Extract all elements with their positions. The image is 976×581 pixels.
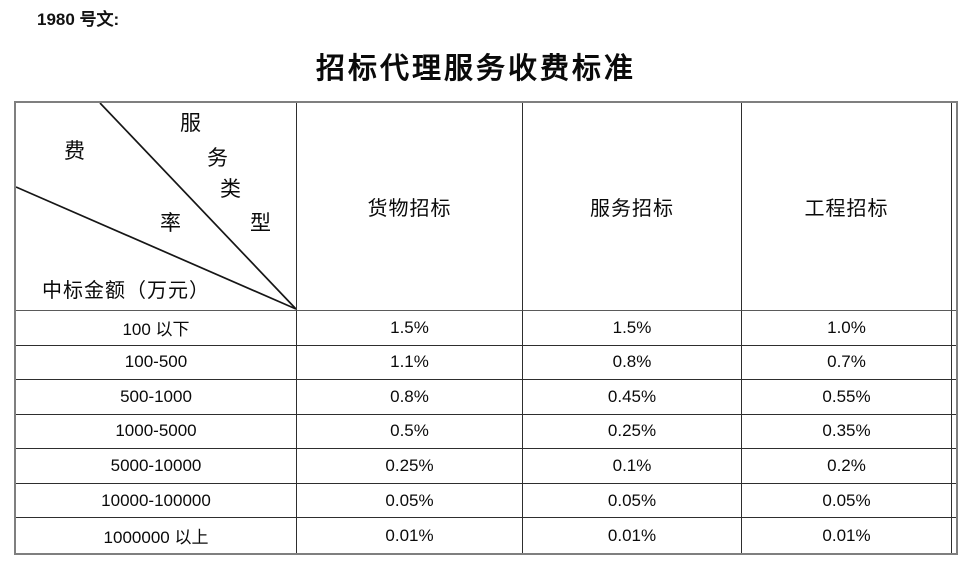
corner-char-xing: 型	[250, 211, 271, 235]
sliver-cell	[952, 346, 956, 381]
fee-value-cell: 1.0%	[742, 311, 952, 346]
corner-amount-label: 中标金额（万元）	[42, 280, 210, 302]
fee-value-cell: 1.1%	[297, 345, 523, 381]
row-label-cell: 100-500	[16, 345, 297, 381]
row-label-cell: 1000-5000	[16, 414, 297, 450]
doc-number: 1980 号文:	[37, 10, 120, 29]
column-header-service: 服务招标	[523, 103, 742, 311]
fee-value-cell: 0.01%	[297, 518, 523, 553]
row-label-cell: 500-1000	[16, 380, 297, 415]
fee-value-cell: 0.8%	[523, 345, 742, 381]
sliver-cell	[952, 518, 956, 553]
sliver-cell	[952, 484, 956, 519]
row-label-cell: 100 以下	[16, 311, 297, 346]
sliver-cell	[952, 449, 956, 484]
fee-value-cell: 0.8%	[297, 380, 523, 415]
fee-value-cell: 0.05%	[523, 483, 742, 519]
fee-value-cell: 0.05%	[742, 483, 952, 519]
sliver-cell	[952, 311, 956, 346]
fee-value-cell: 0.25%	[297, 449, 523, 484]
fee-value-cell: 1.5%	[523, 311, 742, 346]
row-label-cell: 1000000 以上	[16, 518, 297, 553]
sliver-cell	[952, 415, 956, 450]
corner-char-rate: 率	[160, 211, 181, 235]
fee-value-cell: 0.45%	[523, 380, 742, 415]
fee-value-cell: 1.5%	[297, 311, 523, 346]
corner-char-type: 类	[220, 177, 241, 201]
corner-char-service: 服	[180, 111, 201, 135]
fee-value-cell: 0.01%	[523, 518, 742, 553]
sliver-cell	[952, 380, 956, 415]
fee-value-cell: 0.2%	[742, 449, 952, 484]
corner-char-fee: 费	[64, 139, 85, 163]
row-label-cell: 10000-100000	[16, 483, 297, 519]
fee-value-cell: 0.05%	[297, 483, 523, 519]
fee-value-cell: 0.01%	[742, 518, 952, 553]
fee-value-cell: 0.25%	[523, 414, 742, 450]
fee-value-cell: 0.55%	[742, 380, 952, 415]
row-label-cell: 5000-10000	[16, 449, 297, 484]
fee-value-cell: 0.1%	[523, 449, 742, 484]
fee-value-cell: 0.35%	[742, 414, 952, 450]
table-corner-cell: 费 率 服 务 类 型 中标金额（万元）	[16, 103, 297, 311]
fee-value-cell: 0.5%	[297, 414, 523, 450]
diagonal-lines	[16, 103, 296, 310]
fee-value-cell: 0.7%	[742, 345, 952, 381]
corner-char-wu: 务	[207, 146, 228, 170]
sliver-cell	[952, 103, 956, 311]
column-header-engineering: 工程招标	[742, 103, 952, 311]
fee-table: 费 率 服 务 类 型 中标金额（万元） 货物招标 服务招标 工程招标 100 …	[14, 101, 958, 555]
page-title: 招标代理服务收费标准	[315, 53, 636, 85]
column-header-goods: 货物招标	[297, 103, 523, 311]
